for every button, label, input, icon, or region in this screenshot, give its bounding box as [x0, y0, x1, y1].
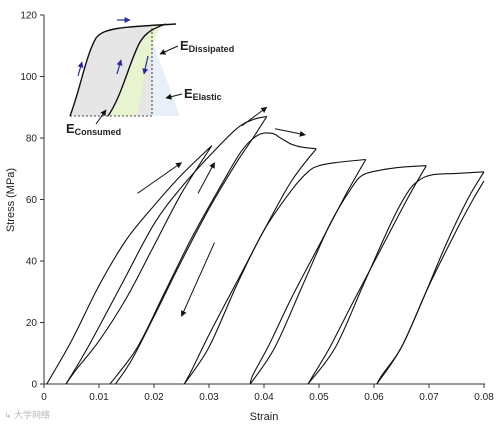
dissipated-pointer-icon — [159, 45, 179, 55]
dissipated-area — [108, 24, 162, 116]
x-tick-label: 0.01 — [89, 392, 109, 403]
direction-arrow-icon — [180, 242, 215, 317]
loading-curve-3 — [109, 132, 317, 385]
x-tick-label: 0.03 — [199, 392, 219, 403]
inset-arrow-down-icon — [142, 55, 149, 75]
y-tick-label: 40 — [26, 257, 38, 268]
loading-curve-7 — [376, 180, 485, 385]
watermark: ↳ 大学网络 — [4, 409, 50, 420]
dissipated-label: EDissipated — [180, 38, 234, 54]
cycle-curves — [46, 115, 485, 385]
loading-curve-1 — [46, 145, 213, 385]
loading-curve-5 — [249, 165, 427, 385]
unloading-curve-1 — [65, 145, 213, 385]
y-tick-label: 0 — [31, 380, 37, 391]
inset-arrow-up-icon — [77, 61, 84, 77]
inset-loading-curve — [69, 23, 177, 117]
elastic-label: EElastic — [184, 86, 222, 102]
y-tick-label: 80 — [26, 134, 38, 145]
direction-arrow-icon — [197, 162, 215, 194]
inset-unloading-curve — [107, 23, 167, 117]
loading-curve-4 — [183, 158, 366, 385]
y-ticks: 0 20 40 60 80 100 120 — [20, 11, 44, 391]
y-tick-label: 20 — [26, 318, 38, 329]
consumed-pointer-icon — [95, 109, 107, 125]
elastic-area — [152, 40, 180, 116]
x-tick-label: 0 — [41, 392, 47, 403]
energy-inset: EDissipated EElastic EConsumed — [66, 17, 234, 137]
inset-arrow-up-icon — [116, 59, 123, 75]
loading-curve-6 — [307, 171, 485, 385]
x-axis-label: Strain — [250, 411, 279, 423]
x-tick-label: 0.05 — [309, 392, 329, 403]
direction-arrows — [137, 106, 306, 317]
x-tick-label: 0.04 — [254, 392, 274, 403]
y-tick-label: 100 — [20, 72, 37, 83]
direction-arrow-icon — [137, 162, 182, 194]
direction-arrow-icon — [241, 106, 268, 127]
x-tick-label: 0.07 — [419, 392, 439, 403]
consumed-label: EConsumed — [66, 121, 121, 137]
direction-arrow-icon — [274, 128, 306, 137]
x-ticks: 0 0.01 0.02 0.03 0.04 0.05 0.06 0.07 0.08 — [41, 384, 494, 403]
elastic-pointer-icon — [165, 93, 183, 100]
y-tick-label: 60 — [26, 195, 38, 206]
unloading-curve-3 — [183, 148, 317, 385]
y-tick-label: 120 — [20, 11, 37, 22]
unloading-curve-6 — [376, 171, 485, 385]
y-axis-label: Stress (MPa) — [5, 168, 17, 232]
unloading-curve-4 — [249, 159, 367, 385]
x-tick-label: 0.02 — [144, 392, 164, 403]
loading-curve-2 — [65, 115, 267, 385]
unloading-curve-5 — [307, 165, 427, 385]
x-tick-label: 0.08 — [474, 392, 494, 403]
x-tick-label: 0.06 — [364, 392, 384, 403]
unloading-curve-2 — [115, 116, 268, 385]
